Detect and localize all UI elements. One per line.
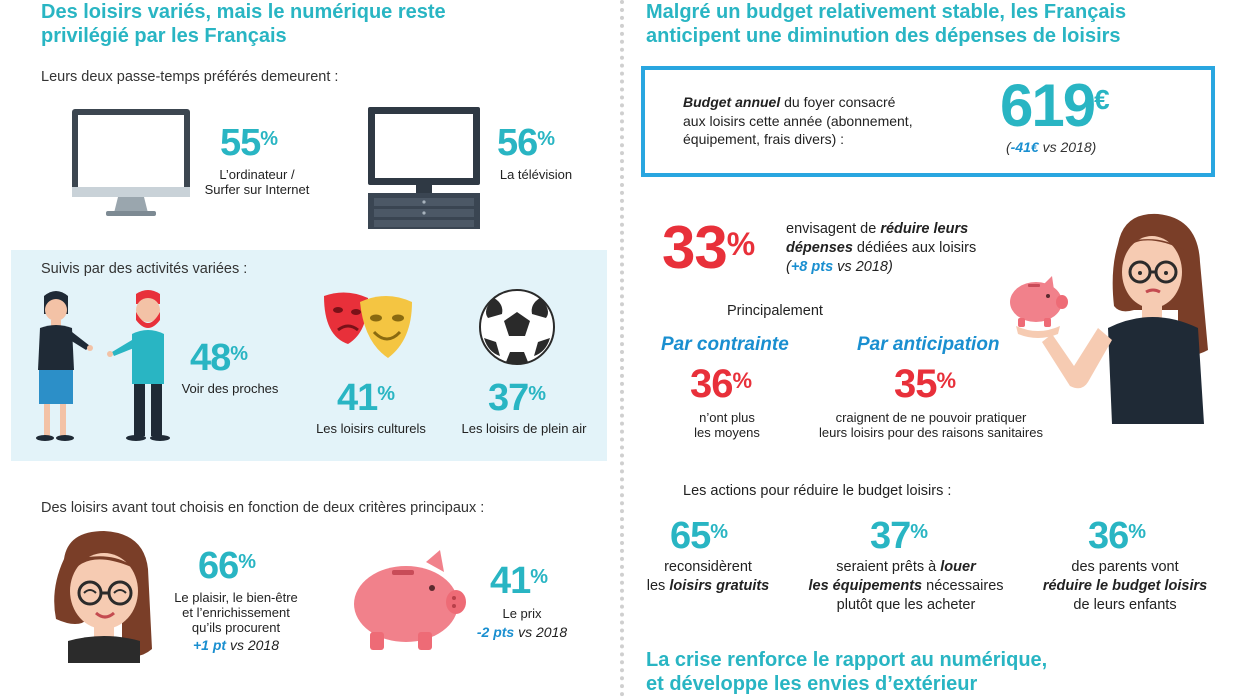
woman-holding-piggy-icon [1010,213,1208,424]
column-divider [620,0,624,697]
pleasure-delta: +1 pt vs 2018 [192,637,279,653]
price-label: Le prix -2 pts vs 2018 [466,606,578,640]
action1-label: reconsidèrent les loisirs gratuits [646,559,770,594]
theatre-masks-icon [324,292,412,358]
actions-intro: Les actions pour réduire le budget loisi… [683,483,952,499]
anticipation-label: craignent de ne pouvoir pratiquer leurs … [819,410,1043,440]
reduce-text: envisagent de réduire leurs dépenses déd… [786,221,977,275]
piggy-bank-icon [354,550,466,650]
mainly-label: Principalement [727,303,823,319]
reduce-percent: 33% [662,214,755,281]
computer-label: L’ordinateur / Surfer sur Internet [204,167,310,197]
pleasure-label: Le plaisir, le bien-être et l’enrichisse… [162,590,310,653]
activities-intro: Suivis par des activités variées : [41,261,248,277]
relatives-label: Voir des proches [181,381,279,396]
anticipation-percent: 35% [894,362,956,406]
television-icon [368,107,480,229]
constraint-label: n’ont plus les moyens [694,410,760,440]
computer-monitor-icon [72,109,190,216]
computer-percent: 55% [220,122,278,164]
budget-box [641,66,1215,177]
action2-label: seraient prêts à louer les équipements n… [808,559,1004,613]
footer-title: La crise renforce le rapport au numériqu… [646,649,1048,695]
soccer-ball-icon [479,289,555,365]
people-meeting-icon [36,290,170,441]
action1-percent: 65% [670,515,728,557]
constraint-heading: Par contrainte [661,334,789,355]
pleasure-percent: 66% [198,545,256,587]
favorites-intro: Leurs deux passe-temps préférés demeuren… [41,69,339,85]
right-title: Malgré un budget relativement stable, le… [646,1,1127,47]
price-percent: 41% [490,560,548,602]
relatives-percent: 48% [190,337,248,379]
left-title: Des loisirs variés, mais le numérique re… [41,1,446,47]
action3-percent: 36% [1088,515,1146,557]
tv-percent: 56% [497,122,555,164]
constraint-percent: 36% [690,362,752,406]
budget-label: Budget annuel du foyer consacré aux lois… [683,94,913,147]
cultural-label: Les loisirs culturels [316,421,426,436]
anticipation-heading: Par anticipation [857,334,1000,355]
outdoor-label: Les loisirs de plein air [461,421,587,436]
woman-portrait-icon [54,531,153,663]
tv-label: La télévision [499,167,573,182]
budget-delta: (-41€ vs 2018) [1006,139,1097,155]
action3-label: des parents vont réduire le budget loisi… [1042,559,1208,613]
budget-value: 619€ [1000,72,1110,139]
outdoor-percent: 37% [488,377,546,419]
action2-percent: 37% [870,515,928,557]
price-delta: -2 pts vs 2018 [476,624,568,640]
cultural-percent: 41% [337,377,395,419]
criteria-intro: Des loisirs avant tout choisis en foncti… [41,500,485,516]
